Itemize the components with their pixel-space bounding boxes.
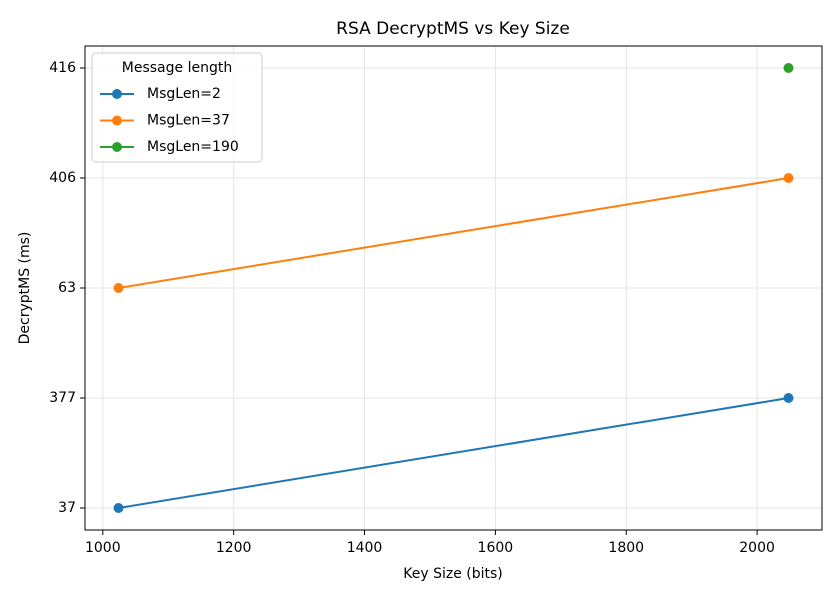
x-tick-label: 1400 (347, 540, 383, 556)
y-tick-label: 63 (58, 280, 76, 296)
x-tick-label: 1200 (216, 540, 252, 556)
legend: Message length MsgLen=2 MsgLen=37 MsgLen=19… (91, 52, 263, 163)
data-point (783, 173, 794, 183)
legend-label: MsgLen=190 (147, 139, 239, 155)
series-line (118, 177, 789, 289)
data-point (113, 503, 124, 513)
legend-label: MsgLen=37 (147, 113, 230, 129)
y-tick-label: 377 (49, 390, 76, 406)
legend-marker (112, 115, 122, 126)
y-tick-label: 416 (49, 60, 76, 76)
legend-title: Message length (122, 60, 232, 76)
x-tick-label: 1800 (608, 540, 644, 556)
plot-frame (84, 45, 823, 531)
data-point (113, 283, 124, 293)
chart-title: RSA DecryptMS vs Key Size (336, 19, 570, 39)
series-line (118, 397, 789, 509)
y-axis-label: DecryptMS (ms) (17, 232, 33, 345)
x-tick-label: 1000 (85, 540, 121, 556)
x-axis-label: Key Size (bits) (403, 566, 503, 582)
legend-marker (112, 142, 122, 152)
legend-label: MsgLen=2 (147, 86, 221, 102)
y-tick-label: 37 (58, 500, 76, 516)
y-tick-label: 406 (49, 170, 76, 186)
legend-marker (112, 89, 122, 99)
x-tick-label: 2000 (739, 540, 775, 556)
data-point (783, 63, 794, 73)
x-tick-label: 1600 (478, 540, 514, 556)
legend-box (91, 52, 263, 163)
data-point (783, 393, 794, 403)
